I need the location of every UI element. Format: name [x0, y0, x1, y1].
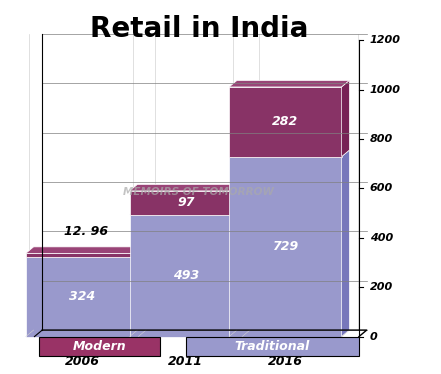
- Text: Modern: Modern: [72, 340, 126, 353]
- Text: 200: 200: [370, 282, 393, 292]
- Polygon shape: [138, 250, 146, 337]
- Polygon shape: [342, 150, 349, 337]
- Polygon shape: [130, 191, 242, 215]
- Text: 97: 97: [177, 196, 194, 209]
- Polygon shape: [242, 184, 250, 215]
- Polygon shape: [26, 250, 146, 257]
- Text: 1000: 1000: [370, 85, 401, 95]
- Polygon shape: [242, 208, 250, 337]
- Text: 2016: 2016: [268, 355, 303, 368]
- FancyBboxPatch shape: [39, 337, 160, 356]
- Polygon shape: [130, 184, 250, 191]
- Text: 1200: 1200: [370, 35, 401, 45]
- Text: MEMOIRS OF TOMORROW: MEMOIRS OF TOMORROW: [123, 187, 274, 197]
- Polygon shape: [229, 87, 342, 157]
- Polygon shape: [26, 253, 138, 257]
- Text: 2011: 2011: [168, 355, 203, 368]
- Polygon shape: [130, 215, 242, 337]
- Text: 729: 729: [272, 240, 299, 253]
- Text: 400: 400: [370, 233, 393, 243]
- Text: Traditional: Traditional: [235, 340, 310, 353]
- Text: 493: 493: [173, 269, 199, 282]
- FancyBboxPatch shape: [186, 337, 359, 356]
- Polygon shape: [229, 150, 349, 157]
- Text: 800: 800: [370, 134, 393, 144]
- Polygon shape: [130, 208, 250, 215]
- Polygon shape: [229, 157, 342, 337]
- Text: 2006: 2006: [64, 355, 100, 368]
- Text: 282: 282: [272, 115, 299, 128]
- Polygon shape: [26, 257, 138, 337]
- Polygon shape: [342, 80, 349, 157]
- Polygon shape: [138, 247, 146, 257]
- Text: 0: 0: [370, 332, 377, 341]
- Polygon shape: [26, 247, 146, 253]
- Text: 600: 600: [370, 183, 393, 193]
- Polygon shape: [229, 80, 349, 87]
- Text: Retail in India: Retail in India: [90, 15, 308, 43]
- Text: 324: 324: [69, 290, 95, 303]
- Text: 12. 96: 12. 96: [64, 225, 108, 238]
